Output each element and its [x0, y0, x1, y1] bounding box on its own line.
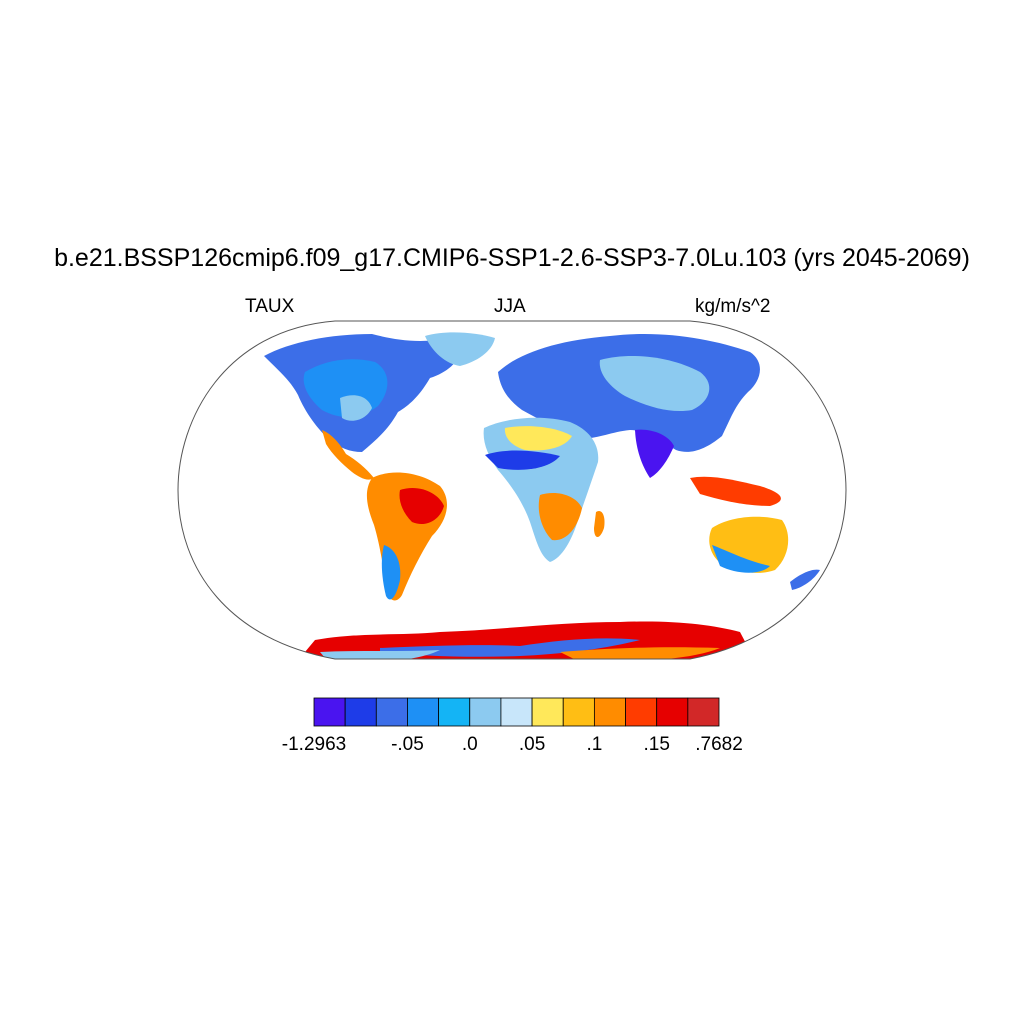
- colorbar-swatch: [625, 697, 658, 727]
- colorbar-swatch: [562, 697, 595, 727]
- colorbar-swatch: [344, 697, 377, 727]
- colorbar-swatch: [407, 697, 440, 727]
- antarctica-band-blue: [380, 638, 640, 657]
- globe-outline: [177, 320, 847, 660]
- africa-sahara: [504, 426, 572, 451]
- colorbar-swatch: [313, 697, 346, 727]
- north-america-east: [340, 395, 372, 421]
- season-label: JJA: [494, 296, 526, 317]
- antarctica-band-orange: [560, 647, 720, 659]
- colorbar-swatch: [593, 697, 626, 727]
- asia-interior: [599, 356, 710, 412]
- africa-sahel: [485, 450, 560, 470]
- variable-label: TAUX: [245, 296, 295, 317]
- maritime-asia-landmass: [690, 476, 781, 506]
- south-america-core: [399, 487, 444, 525]
- colorbar-swatch: [656, 697, 689, 727]
- antarctica-band-light: [320, 650, 440, 659]
- colorbar-swatch: [687, 697, 720, 727]
- colorbar-tick-label: .1: [586, 734, 603, 755]
- central-america-landmass: [322, 430, 374, 480]
- units-label: kg/m/s^2: [695, 296, 771, 317]
- colorbar-swatch: [469, 697, 502, 727]
- plot-title: b.e21.BSSP126cmip6.f09_g17.CMIP6-SSP1-2.…: [54, 244, 970, 272]
- colorbar-tick-label: -.05: [391, 734, 424, 755]
- australia-coast: [712, 545, 770, 573]
- continents: [264, 332, 820, 659]
- colorbar-swatch: [531, 697, 564, 727]
- colorbar-tick-label: .0: [461, 734, 478, 755]
- colorbar-tick-label: -1.2963: [281, 734, 347, 755]
- new-zealand-landmass: [790, 569, 820, 590]
- colorbar-swatch: [438, 697, 471, 727]
- greenland-landmass: [425, 332, 495, 366]
- madagascar-landmass: [594, 510, 605, 537]
- colorbar-tick-label: .7682: [695, 734, 743, 755]
- africa-southern: [538, 492, 582, 541]
- india-landmass: [635, 429, 674, 478]
- colorbar-tick-label: .15: [643, 734, 670, 755]
- colorbar-swatch: [500, 697, 533, 727]
- south-america-south: [381, 545, 401, 600]
- colorbar-swatch: [375, 697, 408, 727]
- colorbar-tick-label: .05: [518, 734, 546, 755]
